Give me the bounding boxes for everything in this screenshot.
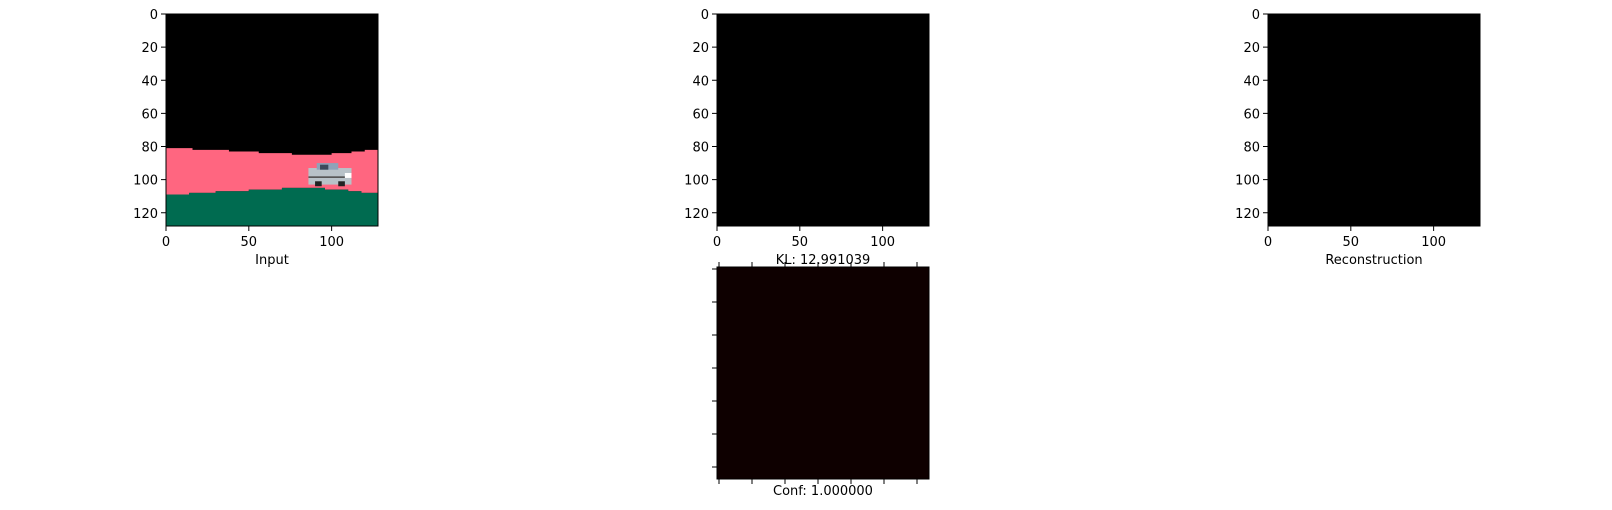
axes-frame — [1267, 13, 1481, 227]
panel-caption: Conf: 1.000000 — [773, 484, 873, 499]
y-tick-label: 120 — [133, 207, 158, 222]
x-tick-label: 50 — [241, 235, 258, 250]
image-region — [1268, 14, 1480, 226]
ground-region — [166, 187, 378, 226]
panel-caption: KL: 12.991039 — [776, 253, 871, 268]
x-tick-label: 0 — [713, 235, 721, 250]
x-tick-label: 50 — [792, 235, 809, 250]
confidence-panel: Conf: 1.000000 — [712, 262, 930, 499]
y-tick-label: 100 — [1235, 174, 1260, 189]
image-region — [717, 267, 929, 479]
x-tick-label: 100 — [1421, 235, 1446, 250]
axes-frame — [716, 266, 930, 480]
reconstruction-panel: 0 50 100 0 20 40 60 80 100 120 Reconstruction — [1235, 8, 1481, 268]
image-region — [717, 14, 929, 226]
y-tick-label: 20 — [692, 41, 709, 56]
y-tick-label: 0 — [1252, 8, 1260, 23]
y-tick-label: 120 — [1235, 207, 1260, 222]
y-tick-label: 20 — [141, 41, 158, 56]
y-tick-label: 60 — [141, 107, 158, 122]
x-tick-label: 0 — [162, 235, 170, 250]
y-tick-label: 120 — [684, 207, 709, 222]
x-tick-label: 100 — [870, 235, 895, 250]
car-sprite — [308, 163, 352, 187]
x-tick-label: 100 — [319, 235, 344, 250]
y-tick-label: 40 — [692, 74, 709, 89]
y-tick-label: 80 — [141, 141, 158, 156]
y-tick-label: 0 — [150, 8, 158, 23]
y-tick-label: 80 — [1243, 141, 1260, 156]
y-tick-label: 100 — [684, 174, 709, 189]
panel-caption: Input — [255, 253, 289, 268]
kl-panel: 0 50 100 0 20 40 60 80 100 120 KL: 12.991039 — [684, 8, 930, 268]
y-tick-label: 20 — [1243, 41, 1260, 56]
y-tick-label: 0 — [701, 8, 709, 23]
axes-frame — [716, 13, 930, 227]
y-tick-label: 100 — [133, 174, 158, 189]
y-tick-label: 40 — [1243, 74, 1260, 89]
axes-frame — [165, 13, 379, 227]
y-tick-label: 40 — [141, 74, 158, 89]
y-tick-label: 60 — [692, 107, 709, 122]
panel-caption: Reconstruction — [1325, 253, 1422, 268]
input-panel: 0 50 100 0 20 40 60 80 100 120 Input — [133, 8, 379, 268]
x-tick-label: 0 — [1264, 235, 1272, 250]
y-tick-label: 60 — [1243, 107, 1260, 122]
y-tick-label: 80 — [692, 141, 709, 156]
x-tick-label: 50 — [1343, 235, 1360, 250]
